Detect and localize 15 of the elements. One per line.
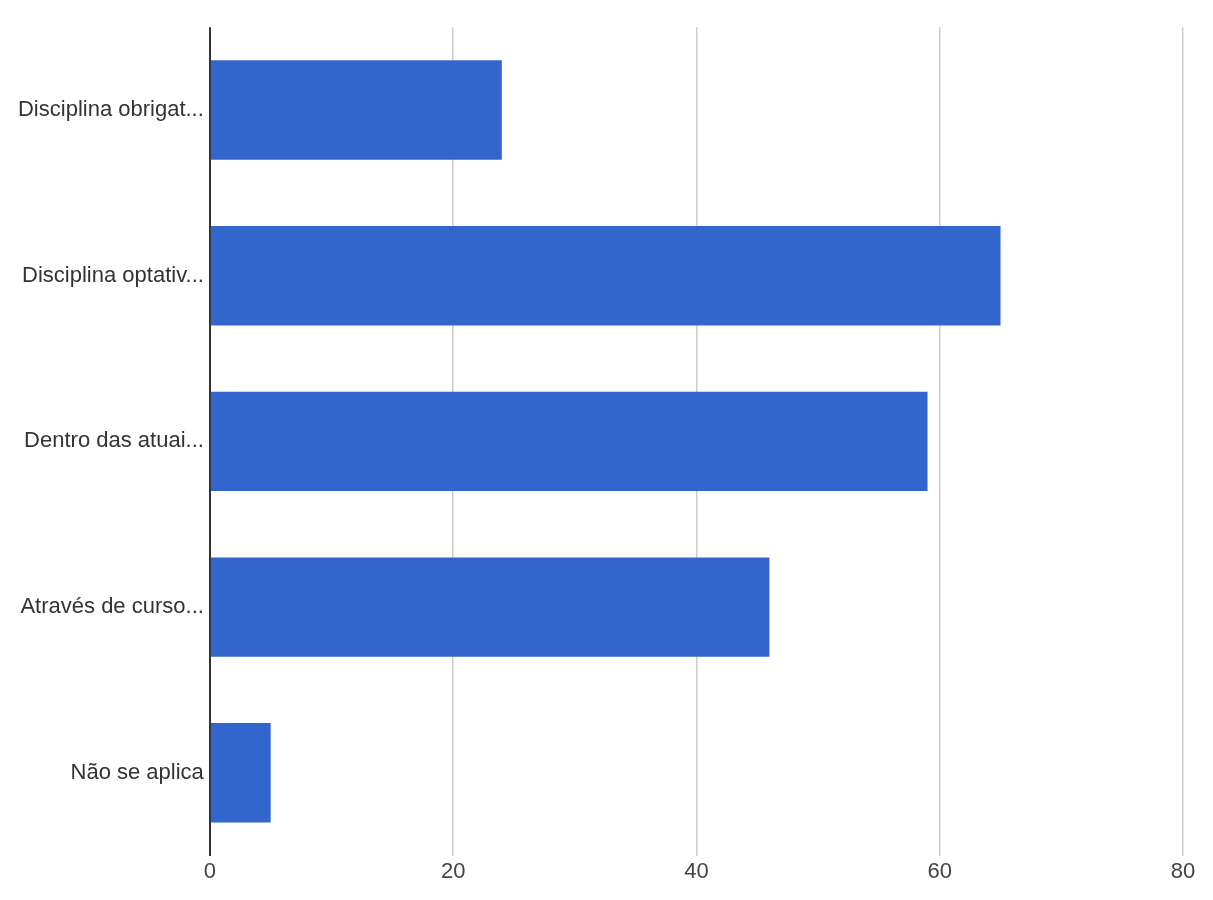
y-tick-label: Disciplina obrigat... (17, 96, 204, 122)
x-tick-label: 60 (927, 857, 952, 883)
y-tick-label: Não se aplica (70, 758, 205, 784)
bar (210, 60, 502, 160)
y-tick-label: Através de curso... (20, 593, 204, 619)
y-tick-label: Disciplina optativ... (22, 261, 204, 287)
y-tick-label: Dentro das atuai... (24, 427, 204, 453)
bar (210, 723, 271, 823)
bar (210, 226, 1001, 326)
x-tick-label: 20 (440, 857, 466, 883)
bar (210, 391, 928, 492)
x-tick-label: 0 (203, 857, 216, 883)
bar (210, 557, 770, 657)
x-tick-label: 40 (684, 857, 709, 883)
x-tick-label: 80 (1170, 857, 1196, 883)
